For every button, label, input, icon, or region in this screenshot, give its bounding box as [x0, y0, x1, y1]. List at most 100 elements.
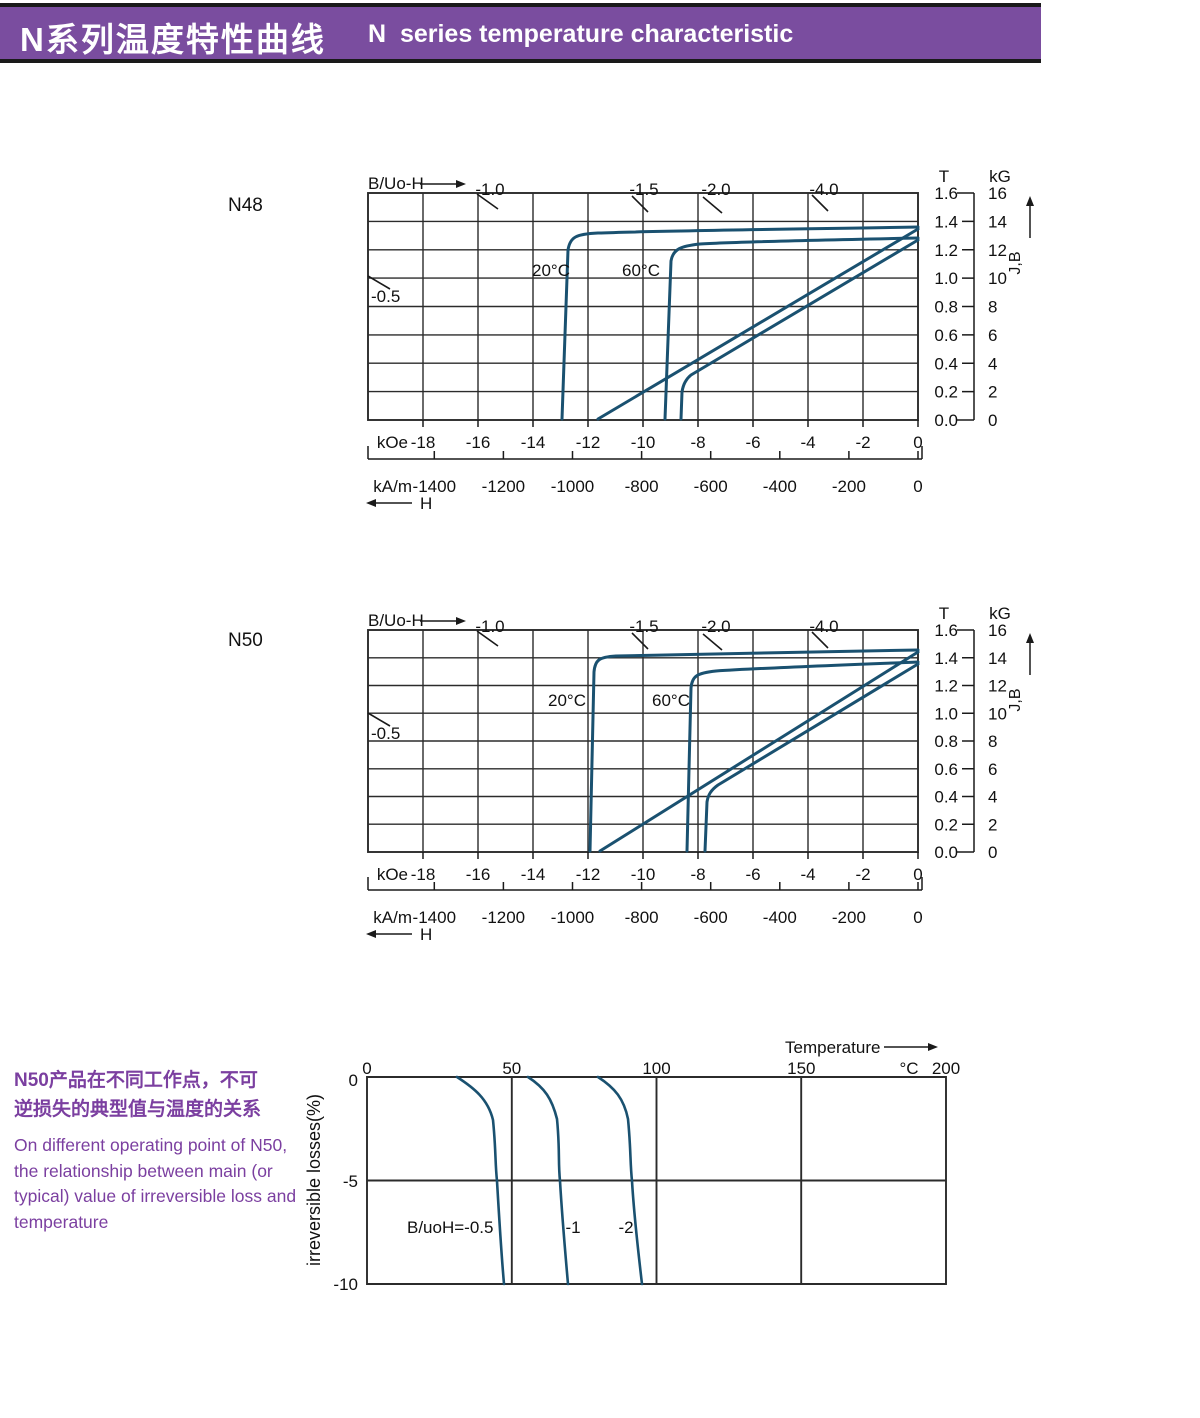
curve-b-20c	[596, 227, 920, 421]
tick-label: 14	[988, 212, 1007, 231]
curve-b-60c	[703, 662, 920, 853]
irreversible-loss-chart: Temperature 0 50 100 150 200 °C 0 -5 -10 irr…	[304, 1038, 960, 1294]
n50-demagnetization-chart: N50 B/Uo-H -1.0 -1.5 -2.0 -4.0 -0.5 20°C…	[228, 604, 1034, 944]
curve-j-60c	[663, 236, 920, 421]
chart-series-label-n50: N50	[228, 630, 263, 651]
tick-label: -14	[521, 865, 546, 884]
jb-arrowhead-icon	[1026, 633, 1034, 643]
side-note-chinese: N50产品在不同工作点，不可 逆损失的典型值与温度的关系	[14, 1070, 262, 1120]
tick-label: 0.4	[934, 354, 958, 373]
load-line-marks	[367, 630, 829, 727]
tick-label: 0.6	[934, 326, 958, 345]
load-label-1.5: -1.5	[629, 180, 658, 199]
tick-label: 16	[988, 184, 1007, 203]
tick-label: -800	[625, 908, 659, 927]
tick-label: 8	[988, 298, 997, 317]
koe-tick-labels: -18 -16 -14 -12 -10 -8 -6 -4 -2 0	[411, 433, 923, 452]
buoh-arrowhead-icon	[456, 617, 466, 625]
h-axis-label: H	[420, 494, 432, 513]
tick-label: -200	[832, 908, 866, 927]
tick-label: -600	[694, 908, 728, 927]
load-label-0.5: -0.5	[371, 724, 400, 743]
koe-tick-labels: -18 -16 -14 -12 -10 -8 -6 -4 -2 0	[411, 865, 923, 884]
tick-label: 1.4	[934, 649, 958, 668]
tick-label: -18	[411, 865, 436, 884]
curve-j-20c	[560, 225, 920, 421]
tick-label: 16	[988, 621, 1007, 640]
tick-label: -6	[745, 865, 760, 884]
temp-label-20c: 20°C	[548, 691, 586, 710]
tick-label: 0.2	[934, 383, 958, 402]
kam-ruler	[367, 877, 923, 891]
tick-label: -600	[694, 477, 728, 496]
tick-label: 4	[988, 354, 997, 373]
tick-label: 10	[988, 704, 1007, 723]
tick-label: 0	[913, 433, 922, 452]
kam-ruler	[367, 446, 923, 460]
tick-label: 6	[988, 326, 997, 345]
tick-label: 0.4	[934, 788, 958, 807]
tick-label: -400	[763, 477, 797, 496]
tick-label: -4	[800, 865, 815, 884]
buoh-axis-label: B/Uo-H	[368, 611, 424, 630]
temp-label-60c: 60°C	[652, 691, 690, 710]
grid-lines	[367, 1077, 946, 1284]
tick-label: -1200	[482, 477, 525, 496]
side-note-english: On different operating point of N50, the…	[14, 1135, 297, 1232]
right-axis-bracket	[957, 192, 975, 421]
tick-label: -4	[800, 433, 815, 452]
kam-unit-label: kA/m	[373, 908, 412, 927]
kg-tick-labels: 16 14 12 10 8 6 4 2 0	[988, 621, 1007, 862]
h-arrowhead-icon	[366, 930, 376, 938]
kam-unit-label: kA/m	[373, 477, 412, 496]
tick-label: 12	[988, 241, 1007, 260]
tick-label: -1400	[413, 477, 456, 496]
load-label-2.0: -2.0	[701, 617, 730, 636]
tick-label: 100	[642, 1059, 670, 1078]
temperature-tick-labels: 0 50 100 150 200	[362, 1059, 960, 1078]
tick-label: 0	[913, 865, 922, 884]
tick-label: 6	[988, 760, 997, 779]
tick-label: -8	[690, 433, 705, 452]
tesla-tick-labels: 1.6 1.4 1.2 1.0 0.8 0.6 0.4 0.2 0.0	[934, 184, 958, 430]
tick-label: -14	[521, 433, 546, 452]
loss-curve-1	[526, 1075, 570, 1286]
loss-curve-2	[596, 1075, 644, 1286]
curve-b-60c	[679, 238, 920, 421]
tick-label: 14	[988, 649, 1007, 668]
tick-label: -8	[690, 865, 705, 884]
n48-demagnetization-chart: N48 B/Uo-H -1.0 -1.5 -2.0 -4.0 -0.5 20°C…	[228, 167, 1034, 513]
jb-arrowhead-icon	[1026, 196, 1034, 206]
loss-curve-0.5	[455, 1075, 506, 1286]
koe-tick-marks	[422, 852, 919, 859]
temperature-arrowhead-icon	[928, 1043, 938, 1051]
tick-label: -2	[855, 433, 870, 452]
loss-curve-label-2: -2	[618, 1218, 633, 1237]
tick-label: -200	[832, 477, 866, 496]
page-title-chinese: N系列温度特性曲线	[20, 21, 326, 58]
loss-tick-0: 0	[349, 1071, 358, 1090]
loss-tick-minus5: -5	[343, 1172, 358, 1191]
koe-unit-label: kOe	[377, 433, 408, 452]
kg-unit-header: kG	[989, 167, 1011, 186]
tick-label: -10	[631, 433, 656, 452]
plot-border	[366, 1076, 947, 1285]
temp-label-60c: 60°C	[622, 261, 660, 280]
koe-tick-marks	[422, 420, 919, 427]
grid-lines	[368, 630, 918, 852]
chart-series-label-n48: N48	[228, 195, 263, 216]
tesla-unit-header: T	[939, 604, 949, 623]
tick-label: 200	[932, 1059, 960, 1078]
tick-label: 1.0	[934, 269, 958, 288]
tick-label: 0.0	[934, 843, 958, 862]
koe-unit-label: kOe	[377, 865, 408, 884]
tick-label: 0	[913, 908, 922, 927]
temp-label-20c: 20°C	[532, 261, 570, 280]
tick-label: 0	[362, 1059, 371, 1078]
load-label-1.5: -1.5	[629, 617, 658, 636]
tick-label: 50	[502, 1059, 521, 1078]
load-label-4.0: -4.0	[809, 180, 838, 199]
curve-b-20c	[598, 650, 920, 853]
tick-label: 4	[988, 788, 997, 807]
tick-label: 0	[988, 843, 997, 862]
